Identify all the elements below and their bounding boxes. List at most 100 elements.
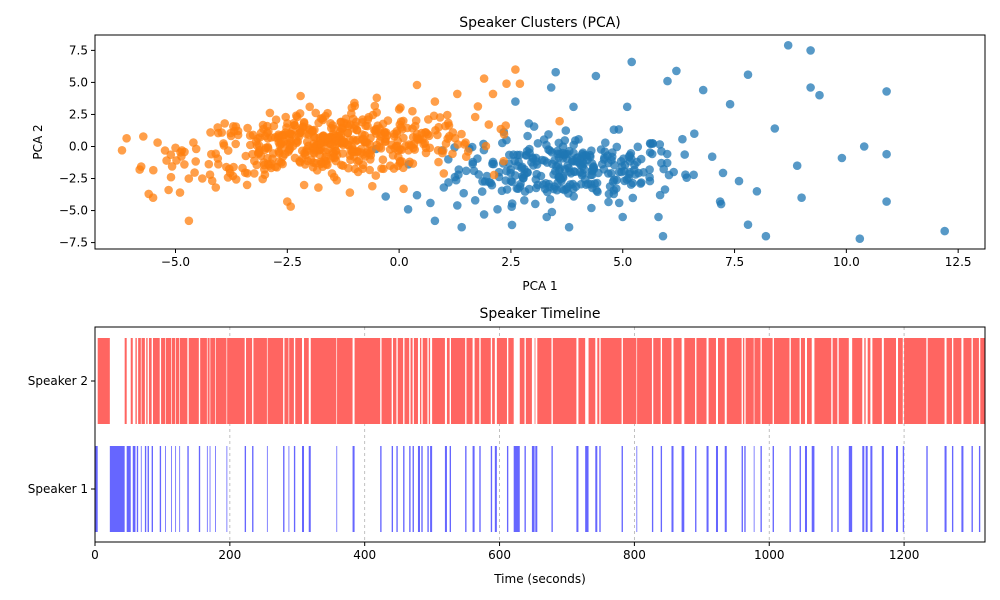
scatter-point	[315, 150, 325, 160]
scatter-point	[309, 139, 319, 149]
scatter-point	[539, 135, 549, 144]
scatter-point	[689, 170, 698, 180]
scatter-point	[405, 157, 414, 167]
timeline-segment	[266, 446, 268, 532]
scatter-point	[498, 138, 507, 148]
scatter-point	[604, 169, 613, 178]
timeline-segment	[175, 338, 180, 424]
timeline-segment	[188, 338, 199, 424]
scatter-point	[658, 231, 668, 241]
scatter-point	[511, 65, 520, 74]
scatter-point	[707, 152, 717, 161]
timeline-segment	[492, 338, 495, 424]
scatter-point	[283, 119, 292, 128]
scatter-point	[393, 141, 402, 151]
scatter-x-tick-label: 10.0	[833, 255, 860, 269]
timeline-segment	[301, 446, 305, 532]
scatter-point	[645, 176, 655, 186]
timeline-segment	[865, 446, 868, 532]
scatter-point	[444, 178, 453, 187]
scatter-point	[859, 142, 869, 151]
scatter-point	[482, 171, 492, 181]
scatter-point	[349, 114, 358, 124]
scatter-point	[672, 66, 681, 76]
scatter-point	[734, 176, 744, 186]
scatter-point	[569, 192, 578, 201]
scatter-point	[205, 170, 215, 179]
scatter-point	[553, 149, 562, 159]
timeline-segment	[393, 338, 397, 424]
scatter-point	[479, 210, 489, 219]
timeline-segment	[244, 446, 247, 532]
scatter-point	[473, 102, 483, 111]
timeline-segment	[535, 446, 538, 532]
scatter-point	[219, 139, 228, 148]
timeline-segment	[534, 338, 536, 424]
scatter-point	[231, 175, 241, 184]
timeline-segment	[444, 446, 447, 532]
timeline-segment	[671, 446, 674, 532]
scatter-point	[204, 159, 214, 169]
scatter-point	[450, 133, 460, 143]
scatter-point	[246, 140, 255, 150]
timeline-segment	[506, 446, 509, 532]
scatter-point	[608, 177, 618, 186]
scatter-point	[550, 156, 559, 165]
scatter-point	[299, 180, 309, 190]
timeline-segment	[132, 446, 136, 532]
timeline-segment	[621, 446, 623, 532]
scatter-point	[305, 102, 315, 112]
scatter-point	[581, 180, 591, 189]
timeline-segment	[422, 338, 428, 424]
scatter-axes-frame	[94, 34, 986, 250]
timeline-segment	[961, 446, 964, 532]
scatter-point	[662, 149, 672, 159]
scatter-point	[585, 150, 595, 160]
timeline-segment	[971, 446, 973, 532]
scatter-point	[536, 171, 546, 181]
timeline-segment	[724, 446, 727, 532]
timeline-segment	[207, 338, 210, 424]
scatter-point	[604, 197, 613, 207]
scatter-point	[381, 128, 391, 137]
scatter-series-0	[117, 65, 564, 226]
timeline-segment	[595, 446, 598, 532]
scatter-point	[408, 106, 417, 116]
scatter-x-tick-label: 5.0	[613, 255, 632, 269]
scatter-point	[529, 122, 539, 131]
timeline-segment	[807, 338, 812, 424]
scatter-x-tick-label: 7.5	[725, 255, 744, 269]
timeline-segment	[161, 338, 166, 424]
timeline-segment	[288, 446, 290, 532]
timeline-segment	[446, 338, 450, 424]
timeline-segment	[409, 446, 411, 532]
scatter-point	[166, 172, 176, 182]
scatter-y-tick-label: 0.0	[69, 139, 88, 153]
scatter-x-tick-label: 0.0	[390, 255, 409, 269]
scatter-point	[245, 131, 255, 140]
scatter-point	[139, 132, 148, 141]
scatter-point	[461, 166, 471, 176]
scatter-point	[806, 46, 815, 55]
scatter-point	[544, 145, 553, 154]
timeline-row-0	[97, 338, 985, 424]
timeline-x-tick-label: 200	[218, 548, 241, 562]
scatter-point	[424, 131, 434, 141]
scatter-point	[198, 174, 207, 183]
timeline-segment	[953, 338, 962, 424]
timeline-segment	[551, 446, 553, 532]
timeline-segment	[597, 338, 600, 424]
scatter-point	[330, 153, 340, 163]
scatter-point	[770, 124, 780, 133]
timeline-segment	[904, 338, 927, 424]
scatter-x-tick-label: 2.5	[501, 255, 520, 269]
timeline-segment	[152, 338, 160, 424]
timeline-segment	[419, 338, 422, 424]
timeline-segment	[684, 338, 696, 424]
timeline-segment	[421, 446, 423, 532]
scatter-point	[406, 141, 416, 150]
timeline-segment	[226, 446, 228, 532]
timeline-segment	[283, 446, 285, 532]
scatter-point	[184, 174, 194, 183]
